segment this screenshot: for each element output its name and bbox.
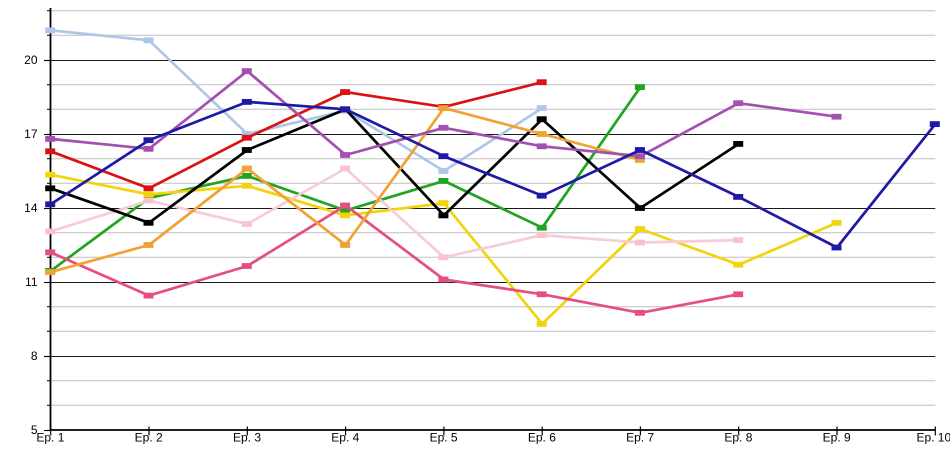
svg-text:11: 11 [25,275,38,289]
svg-text:8: 8 [31,349,38,363]
svg-text:20: 20 [24,53,38,67]
svg-text:Ep. 10: Ep. 10 [916,431,950,445]
svg-text:Ep. 9: Ep. 9 [823,431,851,445]
svg-text:Ep. 2: Ep. 2 [135,431,163,445]
svg-text:14: 14 [24,201,38,215]
svg-text:17: 17 [24,127,38,141]
svg-text:Ep. 5: Ep. 5 [430,431,458,445]
svg-text:Ep. 8: Ep. 8 [724,431,752,445]
svg-text:Ep. 7: Ep. 7 [626,431,654,445]
svg-text:Ep. 6: Ep. 6 [528,431,556,445]
svg-text:Ep. 3: Ep. 3 [233,431,261,445]
svg-text:Ep. 4: Ep. 4 [331,431,359,445]
svg-text:5: 5 [31,423,38,437]
svg-text:Ep. 1: Ep. 1 [36,431,64,445]
